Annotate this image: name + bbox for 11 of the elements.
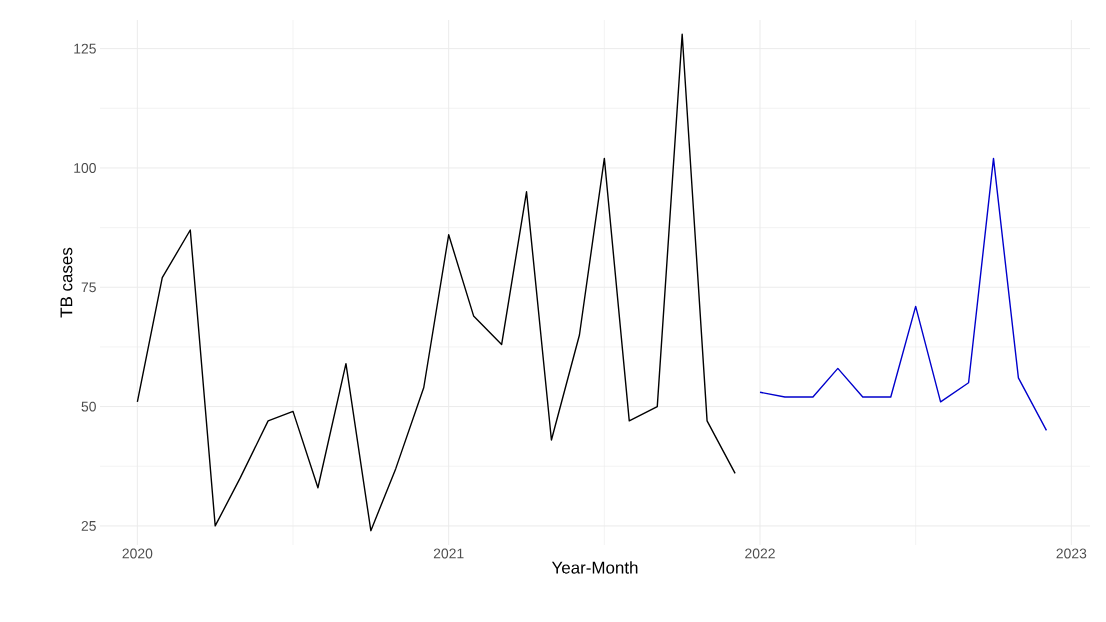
y-tick-label: 125 xyxy=(74,43,96,54)
y-tick-label: 100 xyxy=(74,163,96,173)
x-tick-label: 2023 xyxy=(1056,548,1087,559)
x-tick-label: 2021 xyxy=(433,548,464,559)
x-tick-label: 2020 xyxy=(122,548,153,559)
x-tick-label: 2022 xyxy=(745,548,775,559)
y-tick-label: 50 xyxy=(81,401,96,412)
y-tick-label: 25 xyxy=(81,520,96,531)
y-tick-label: 75 xyxy=(81,282,96,293)
x-axis-title: Year-Month xyxy=(551,561,638,574)
y-axis-title: TB cases xyxy=(60,247,73,318)
